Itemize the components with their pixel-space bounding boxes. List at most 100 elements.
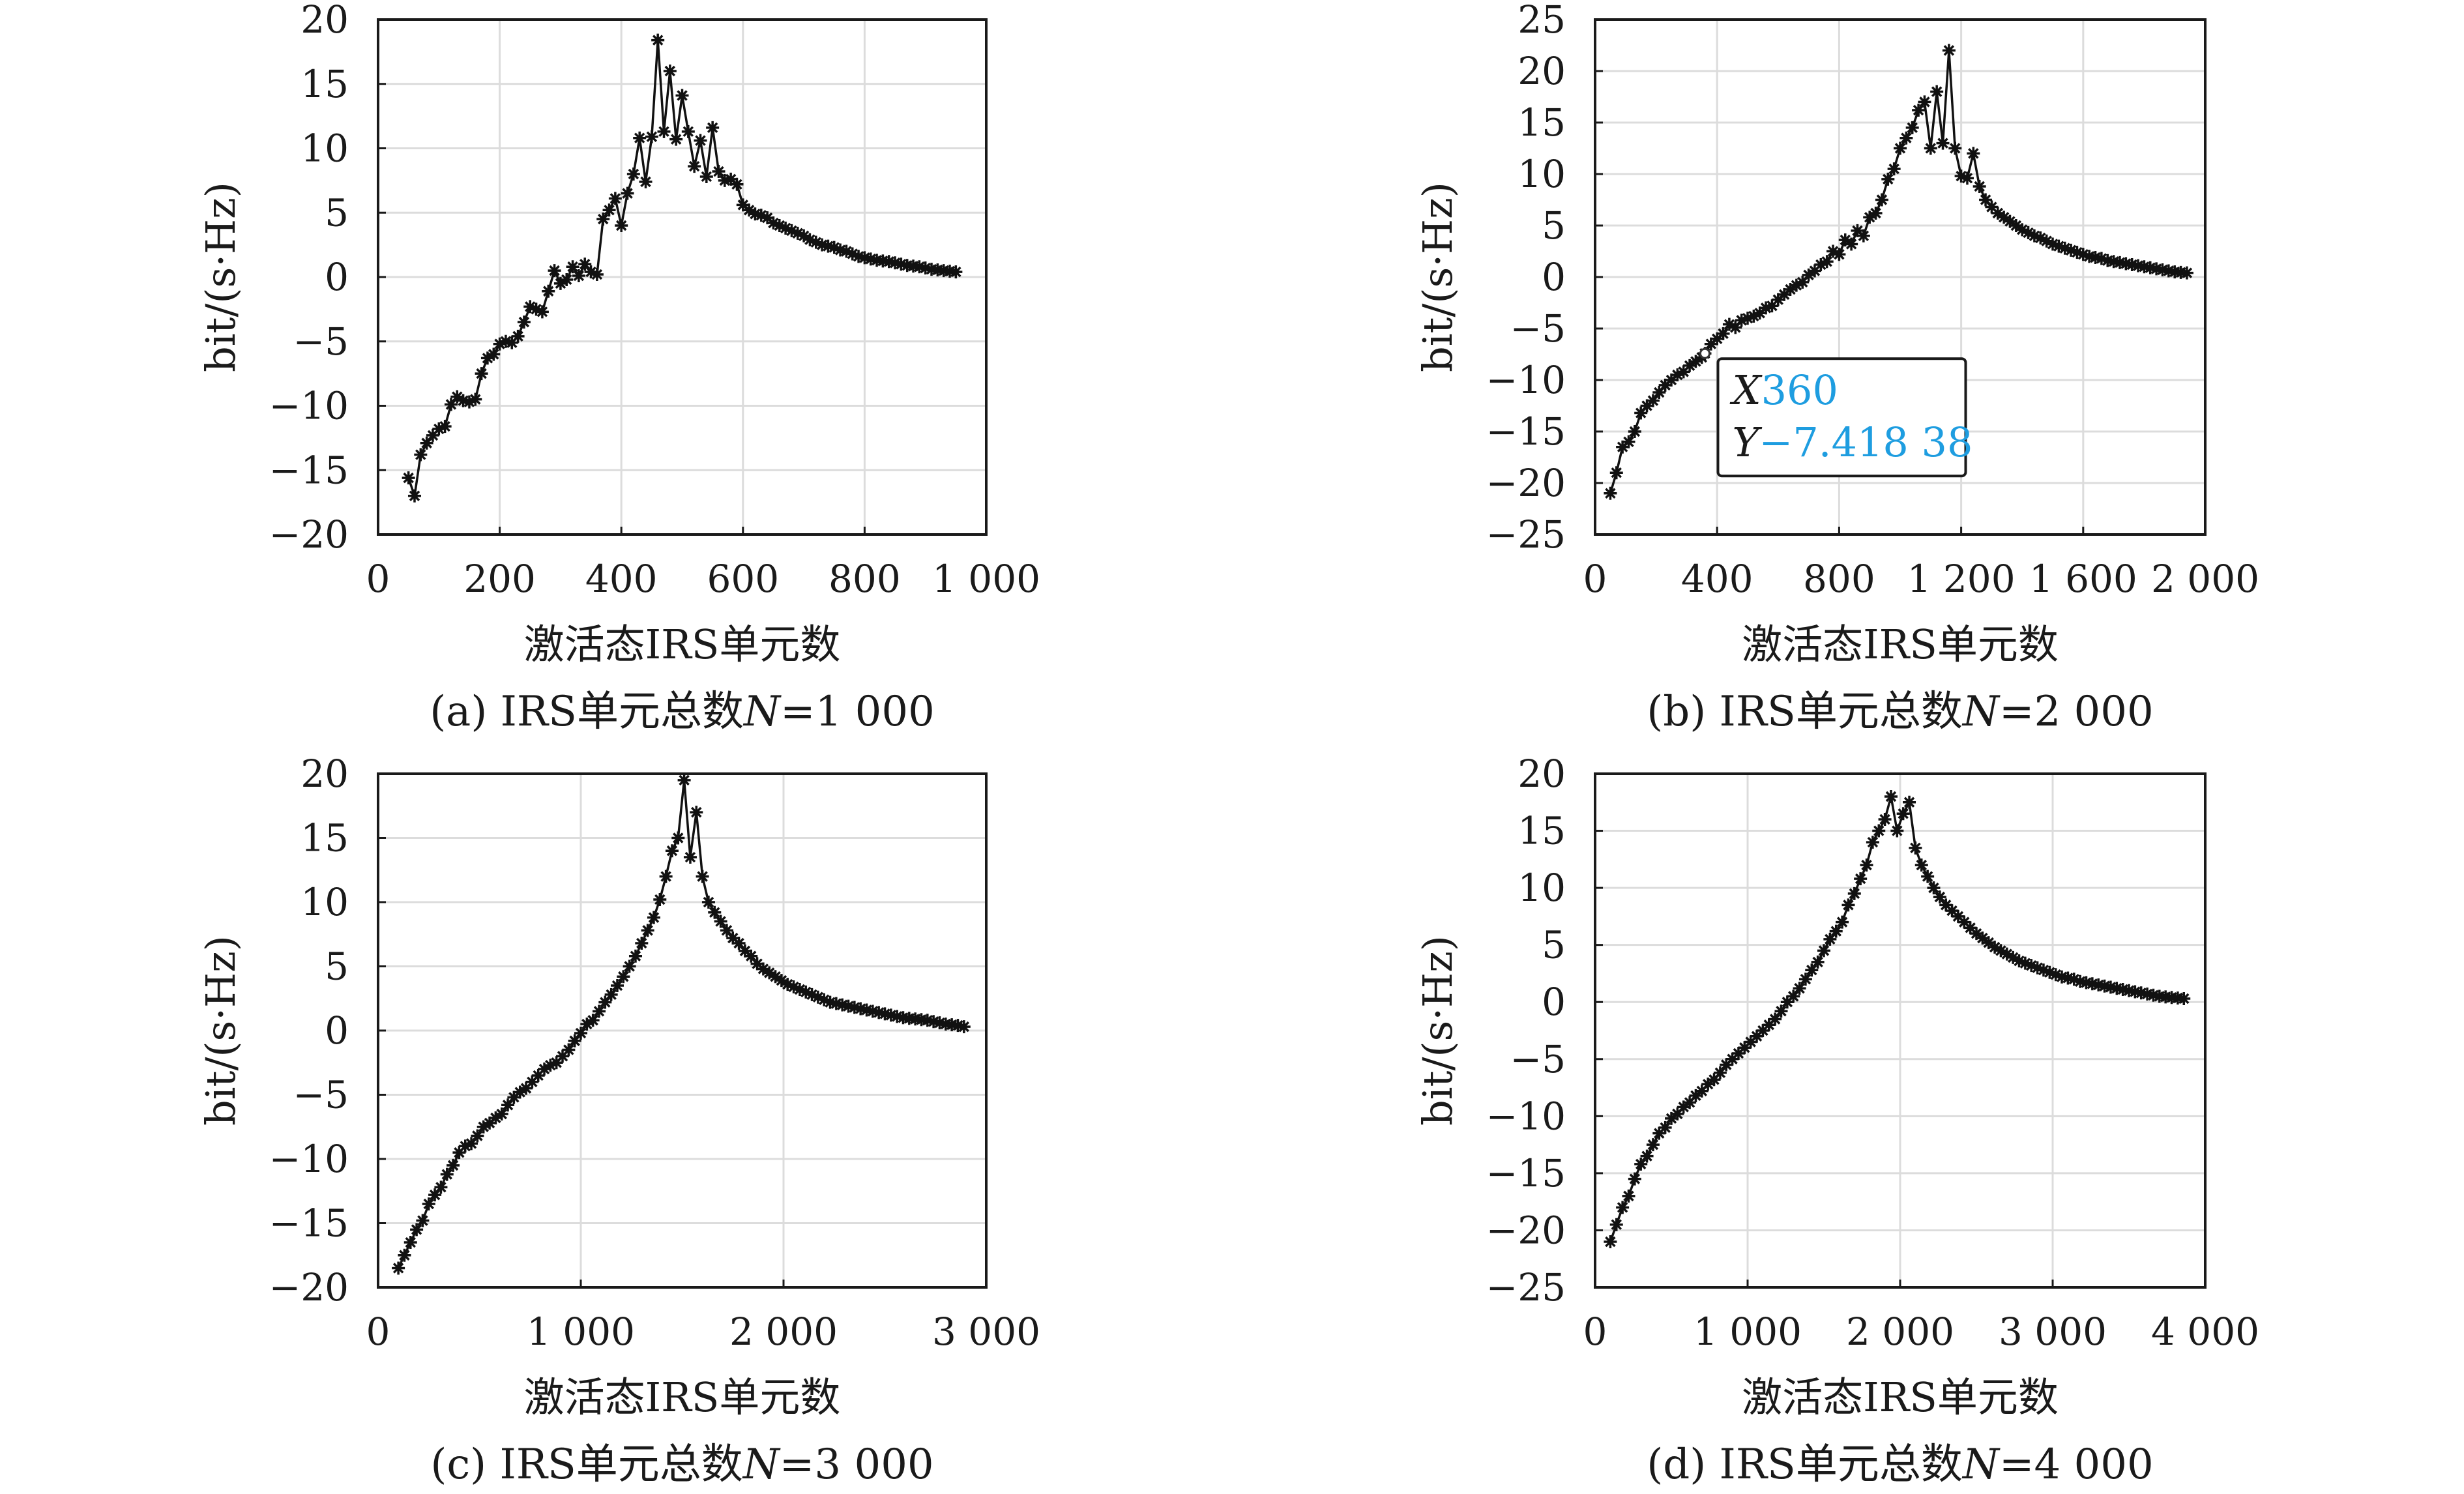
data-point xyxy=(1652,385,1666,399)
data-point xyxy=(1805,963,1819,977)
data-point xyxy=(878,1007,892,1021)
y-tick-label: −10 xyxy=(1486,358,1566,402)
data-point xyxy=(683,851,697,864)
data-point xyxy=(1887,162,1901,176)
data-point xyxy=(574,1026,587,1040)
x-tick-label: 0 xyxy=(366,557,390,601)
data-point xyxy=(531,1068,545,1082)
data-point xyxy=(1750,1029,1764,1043)
data-point xyxy=(1875,193,1888,207)
data-point xyxy=(1689,1089,1703,1102)
data-point xyxy=(2067,973,2081,986)
data-point xyxy=(523,300,537,314)
data-point xyxy=(2076,248,2090,261)
data-point xyxy=(2043,965,2057,979)
data-point xyxy=(517,315,531,329)
data-point xyxy=(1905,121,1919,134)
data-point xyxy=(542,284,555,298)
data-point xyxy=(918,261,932,275)
data-point xyxy=(434,1180,448,1194)
data-point xyxy=(927,1015,941,1029)
data-point xyxy=(714,915,727,928)
data-point xyxy=(560,272,574,286)
data-point xyxy=(626,168,640,181)
data-point xyxy=(1854,872,1868,886)
data-point xyxy=(538,1062,551,1076)
x-axis-label: 激活态IRS单元数 xyxy=(1742,621,2059,668)
data-point xyxy=(742,203,756,217)
data-point xyxy=(1817,944,1830,958)
data-point xyxy=(1771,293,1785,306)
data-point xyxy=(1866,836,1879,849)
subfigure-caption: (c) IRS单元总数N=3 000 xyxy=(430,1441,933,1489)
data-point xyxy=(706,121,720,134)
y-tick-label: 0 xyxy=(1542,255,1566,299)
data-point xyxy=(1616,1201,1630,1214)
data-point xyxy=(1762,1018,1776,1032)
data-point xyxy=(617,970,630,984)
data-point xyxy=(1695,1084,1709,1098)
data-point xyxy=(1738,1041,1752,1055)
caption-part: (d) IRS单元总数 xyxy=(1647,1441,1963,1489)
data-point xyxy=(1994,944,2008,958)
data-point xyxy=(1936,136,1950,150)
data-point xyxy=(628,949,642,963)
data-point xyxy=(1778,287,1791,301)
y-tick-label: 10 xyxy=(1518,152,1566,196)
data-point xyxy=(505,336,519,349)
data-point xyxy=(608,192,622,205)
data-point xyxy=(1665,374,1678,387)
data-point xyxy=(1960,171,1974,185)
datatip-y-key: Y xyxy=(1732,418,1762,466)
data-point xyxy=(726,931,740,945)
y-tick-label: 0 xyxy=(1542,980,1566,1024)
data-point xyxy=(957,1020,971,1034)
data-point xyxy=(1640,399,1654,413)
data-point xyxy=(1793,982,1806,995)
data-point xyxy=(1982,936,1995,950)
data-point xyxy=(487,347,501,361)
data-point xyxy=(501,1098,515,1112)
data-point xyxy=(681,124,695,138)
data-point xyxy=(641,924,654,937)
data-point xyxy=(1823,932,1837,946)
data-point xyxy=(730,177,744,191)
data-point xyxy=(1652,1126,1666,1140)
data-point xyxy=(1884,790,1898,804)
y-tick-label: 0 xyxy=(325,255,349,299)
data-point xyxy=(403,1236,417,1250)
data-point xyxy=(779,221,793,235)
data-point xyxy=(787,980,800,994)
data-point xyxy=(1832,248,1846,261)
data-point xyxy=(1814,258,1828,272)
data-point xyxy=(1976,931,1989,945)
data-point xyxy=(1787,989,1800,1003)
caption-part: N xyxy=(1961,1441,2001,1489)
data-point xyxy=(817,993,831,1006)
caption-part: (a) IRS单元总数 xyxy=(430,688,744,736)
data-point xyxy=(1829,924,1843,938)
data-point xyxy=(829,997,843,1010)
data-point xyxy=(1979,193,1993,207)
data-point xyxy=(1683,1096,1697,1109)
data-point xyxy=(2036,963,2050,977)
data-point xyxy=(633,131,647,145)
data-point xyxy=(688,160,701,173)
data-point xyxy=(663,65,677,78)
data-point xyxy=(1704,337,1718,351)
datatip-x: X360 xyxy=(1729,366,1838,414)
data-point xyxy=(553,276,567,290)
x-tick-label: 0 xyxy=(366,1310,390,1354)
caption-part: (b) IRS单元总数 xyxy=(1647,688,1963,736)
data-point xyxy=(1845,237,1858,251)
data-point xyxy=(815,238,829,252)
data-point xyxy=(1707,1073,1721,1087)
data-point xyxy=(1609,1218,1623,1231)
data-point xyxy=(774,974,788,988)
data-point xyxy=(1665,1111,1678,1125)
caption-part: =1 000 xyxy=(780,688,935,736)
x-tick-label: 2 000 xyxy=(729,1310,838,1354)
data-point xyxy=(580,1018,594,1031)
data-point xyxy=(763,966,776,980)
